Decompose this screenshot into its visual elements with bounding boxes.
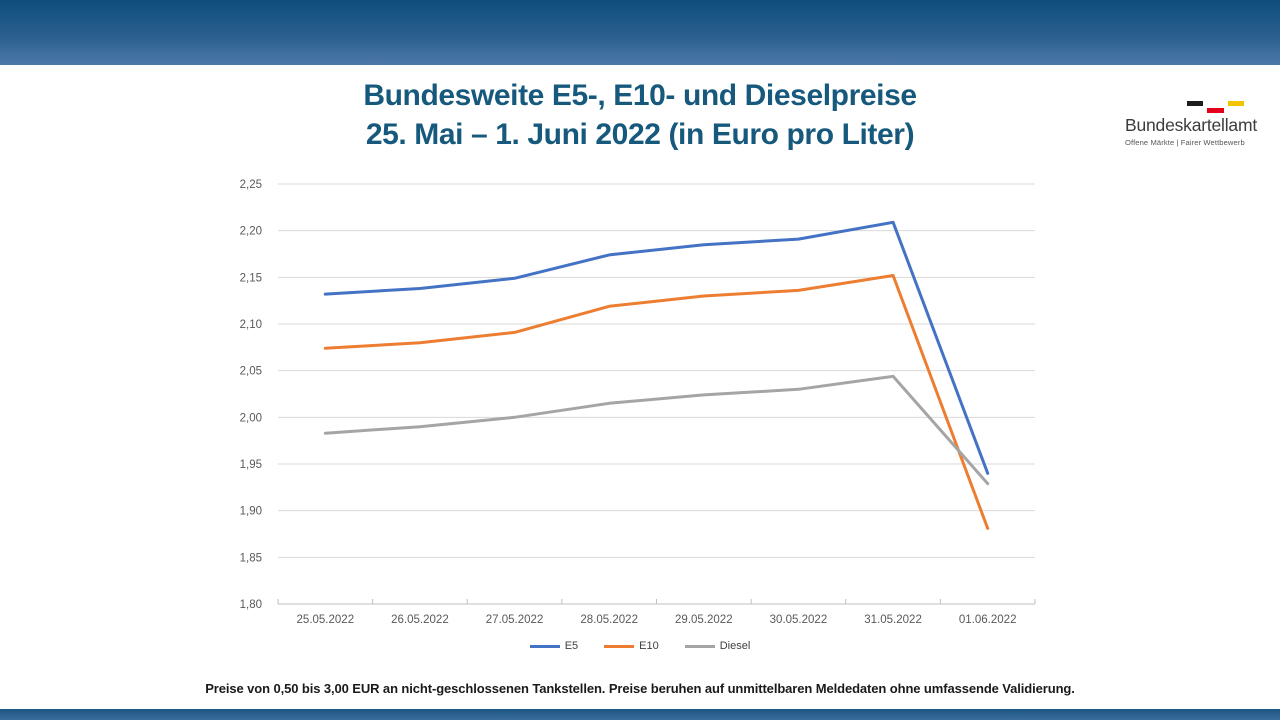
svg-text:2,25: 2,25 (240, 179, 262, 191)
legend-swatch-e5 (529, 644, 560, 648)
bottom-banner (0, 709, 1280, 720)
svg-text:29.05.2022: 29.05.2022 (675, 614, 733, 626)
chart-legend: E5 E10 Diesel (0, 640, 1280, 652)
page-title-line1: Bundesweite E5-, E10- und Dieselpreise (363, 79, 917, 112)
legend-label-e10: E10 (639, 640, 659, 652)
svg-text:2,10: 2,10 (240, 319, 262, 331)
flag-red-dash (1207, 108, 1224, 113)
german-flag-icon (1125, 94, 1260, 114)
svg-text:1,95: 1,95 (240, 459, 262, 471)
legend-swatch-e10 (604, 644, 635, 648)
svg-text:2,20: 2,20 (240, 226, 262, 238)
svg-text:01.06.2022: 01.06.2022 (959, 614, 1017, 626)
legend-label-e5: E5 (564, 640, 579, 652)
legend-swatch-diesel (684, 644, 715, 648)
page-title-line2: 25. Mai – 1. Juni 2022 (in Euro pro Lite… (365, 118, 915, 151)
svg-text:2,15: 2,15 (240, 272, 262, 284)
page-title: Bundesweite E5-, E10- und Dieselpreise 2… (0, 76, 1280, 154)
svg-text:28.05.2022: 28.05.2022 (580, 614, 638, 626)
top-banner (0, 0, 1280, 65)
svg-text:1,80: 1,80 (240, 599, 262, 611)
svg-text:2,00: 2,00 (240, 412, 262, 424)
svg-text:1,85: 1,85 (240, 552, 262, 564)
flag-yellow-dash (1228, 101, 1244, 106)
svg-text:26.05.2022: 26.05.2022 (391, 614, 449, 626)
bundeskartellamt-logo: Bundeskartellamt Offene Märkte | Fairer … (1125, 94, 1260, 147)
logo-name: Bundeskartellamt (1125, 115, 1258, 135)
svg-text:2,05: 2,05 (240, 366, 262, 378)
legend-item-diesel: Diesel (684, 640, 751, 652)
svg-text:31.05.2022: 31.05.2022 (864, 614, 922, 626)
flag-black-dash (1187, 101, 1203, 106)
legend-item-e10: E10 (604, 640, 659, 652)
svg-text:30.05.2022: 30.05.2022 (770, 614, 828, 626)
footnote: Preise von 0,50 bis 3,00 EUR an nicht-ge… (205, 681, 1075, 696)
svg-text:25.05.2022: 25.05.2022 (297, 614, 355, 626)
svg-text:27.05.2022: 27.05.2022 (486, 614, 544, 626)
logo-tagline: Offene Märkte | Fairer Wettbewerb (1125, 138, 1245, 147)
legend-item-e5: E5 (529, 640, 579, 652)
svg-text:1,90: 1,90 (240, 506, 262, 518)
legend-label-diesel: Diesel (719, 640, 751, 652)
